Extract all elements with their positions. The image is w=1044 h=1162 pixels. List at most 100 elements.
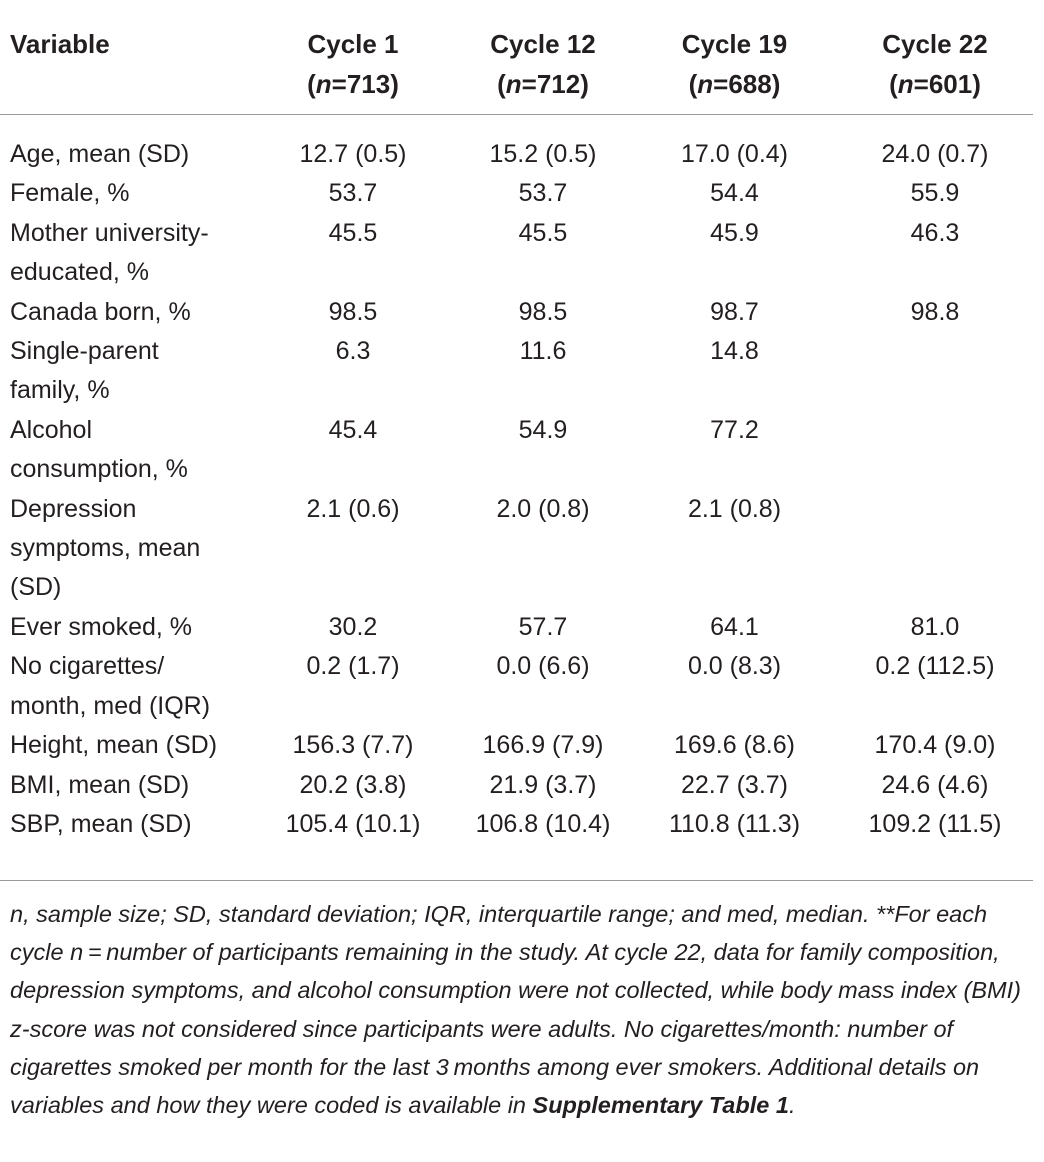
cell-cycle-3: 54.4 (710, 179, 759, 208)
header-cycle-19: Cycle 19 (n=688) (632, 24, 837, 115)
row-label: SBP, mean (SD) (10, 809, 192, 838)
cell-cycle-1: 105.4 (10.1) (285, 809, 421, 838)
cell-cycle-1: 45.4 (328, 415, 378, 444)
header-cycle-12: Cycle 12 (n=712) (454, 24, 632, 115)
cell-cycle-4: 24.6 (4.6) (881, 770, 989, 799)
cycle-name: Cycle 12 (490, 29, 596, 59)
cell-cycle-2: 106.8 (10.4) (475, 809, 611, 838)
cell-cycle-2: 54.9 (518, 415, 568, 444)
cell-cycle-2: 166.9 (7.9) (482, 731, 604, 760)
cell-cycle-1: 30.2 (328, 612, 378, 641)
characteristics-table: Variable Cycle 1 (n=713) Cycle 12 (n=712… (0, 24, 1033, 852)
cell-cycle-4: 98.8 (910, 297, 960, 326)
table-row: Mother university-educated, % 45.5 45.5 45.… (0, 214, 1033, 293)
row-label: BMI, mean (SD) (10, 770, 190, 799)
cycle-name: Cycle 19 (681, 29, 788, 59)
supplementary-table-link[interactable]: Supplementary Table 1 (532, 1092, 789, 1119)
table-bottom-rule (0, 880, 1033, 881)
footnote-end: . (788, 1092, 796, 1119)
cell-cycle-4: 81.0 (910, 612, 960, 641)
paren-open: ( (889, 69, 898, 99)
row-label: Height, mean (SD) (10, 731, 218, 760)
cell-cycle-4: 109.2 (11.5) (868, 809, 1002, 838)
n-label: n (505, 69, 522, 99)
row-label: Age, mean (SD) (10, 140, 190, 168)
n-label: n (697, 69, 714, 99)
cell-cycle-1: 53.7 (328, 179, 378, 208)
table-row: BMI, mean (SD) 20.2 (3.8) 21.9 (3.7) 22.7 (… (0, 766, 1033, 805)
table-row: Female, % 53.7 53.7 54.4 55.9 (0, 174, 1033, 213)
cell-cycle-1: 2.1 (0.6) (306, 494, 400, 523)
row-label: No cigarettes/month, med (IQR) (10, 652, 211, 720)
cell-cycle-1: 12.7 (0.5) (299, 140, 407, 168)
cell-cycle-2: 15.2 (0.5) (489, 140, 597, 168)
cell-cycle-3: 22.7 (3.7) (680, 770, 788, 799)
paren-open: ( (688, 69, 698, 99)
cell-cycle-2: 21.9 (3.7) (489, 770, 597, 799)
cycle-name: Cycle 1 (307, 29, 399, 59)
cell-cycle-2: 57.7 (518, 612, 568, 641)
cell-cycle-2: 11.6 (519, 337, 567, 366)
row-label: Mother university-educated, % (10, 218, 209, 287)
cell-cycle-4 (837, 411, 1033, 490)
table-row: Alcohol consumption, % 45.4 54.9 77.2 (0, 411, 1033, 490)
cell-cycle-1: 45.5 (328, 218, 378, 247)
table-row: No cigarettes/month, med (IQR) 0.2 (1.7) 0… (0, 647, 1033, 726)
cell-cycle-3: 14.8 (710, 337, 759, 366)
cell-cycle-4: 55.9 (910, 179, 960, 208)
cell-cycle-4: 46.3 (910, 218, 960, 247)
cell-cycle-2: 0.0 (6.6) (496, 652, 590, 681)
table-row: Canada born, % 98.5 98.5 98.7 98.8 (0, 293, 1033, 332)
cell-cycle-4: 24.0 (0.7) (881, 140, 989, 168)
row-label: Female, % (10, 179, 130, 208)
row-label: Canada born, % (10, 297, 191, 326)
table-row: SBP, mean (SD) 105.4 (10.1) 106.8 (10.4) 11… (0, 805, 1033, 852)
table-header: Variable Cycle 1 (n=713) Cycle 12 (n=712… (0, 24, 1033, 115)
cell-cycle-3: 110.8 (11.3) (668, 809, 801, 838)
cell-cycle-4: 0.2 (112.5) (875, 652, 995, 681)
n-value: =713 (331, 69, 391, 99)
cell-cycle-4: 170.4 (9.0) (874, 731, 996, 760)
row-label: Ever smoked, % (10, 612, 193, 641)
cell-cycle-3: 17.0 (0.4) (680, 140, 788, 168)
cell-cycle-2: 2.0 (0.8) (496, 494, 590, 523)
cell-cycle-3: 77.2 (710, 415, 759, 444)
table-row: Single-parent family, % 6.3 11.6 14.8 (0, 332, 1033, 411)
cell-cycle-4 (837, 332, 1033, 411)
footnote-text: n, sample size; SD, standard deviation; … (10, 901, 1021, 1119)
table-row: Height, mean (SD) 156.3 (7.7) 166.9 (7.9) 1… (0, 726, 1033, 765)
n-label: n (897, 69, 914, 99)
cell-cycle-3: 0.0 (8.3) (687, 652, 782, 681)
cell-cycle-3: 169.6 (8.6) (674, 731, 795, 760)
n-value: =712 (521, 69, 581, 99)
cell-cycle-2: 53.7 (518, 179, 568, 208)
cell-cycle-3: 64.1 (710, 612, 759, 641)
paren-close: ) (580, 69, 589, 99)
row-label: Single-parent family, % (10, 337, 159, 405)
cell-cycle-1: 0.2 (1.7) (306, 652, 400, 681)
cell-cycle-1: 6.3 (335, 337, 371, 366)
table-footnote: n, sample size; SD, standard deviation; … (10, 895, 1035, 1124)
cell-cycle-3: 98.7 (710, 297, 759, 326)
cell-cycle-2: 45.5 (518, 218, 568, 247)
n-label: n (315, 69, 332, 99)
table-row: Age, mean (SD) 12.7 (0.5) 15.2 (0.5) 17.0 (… (0, 115, 1033, 175)
paren-close: ) (972, 69, 981, 99)
cell-cycle-1: 98.5 (328, 297, 378, 326)
cell-cycle-3: 2.1 (0.8) (687, 494, 782, 523)
cell-cycle-2: 98.5 (518, 297, 568, 326)
table-row: Ever smoked, % 30.2 57.7 64.1 81.0 (0, 608, 1033, 647)
header-cycle-1: Cycle 1 (n=713) (252, 24, 454, 115)
paren-close: ) (390, 69, 399, 99)
paren-open: ( (307, 69, 316, 99)
n-value: =601 (913, 69, 973, 99)
row-label: Depression symptoms, mean (SD) (10, 494, 201, 602)
cell-cycle-4 (837, 490, 1033, 608)
n-value: =688 (713, 69, 772, 99)
paren-close: ) (771, 69, 781, 99)
cell-cycle-1: 156.3 (7.7) (292, 731, 414, 760)
row-label: Alcohol consumption, % (10, 415, 188, 484)
cell-cycle-3: 45.9 (710, 218, 759, 247)
table-body: Age, mean (SD) 12.7 (0.5) 15.2 (0.5) 17.0 (… (0, 115, 1033, 853)
